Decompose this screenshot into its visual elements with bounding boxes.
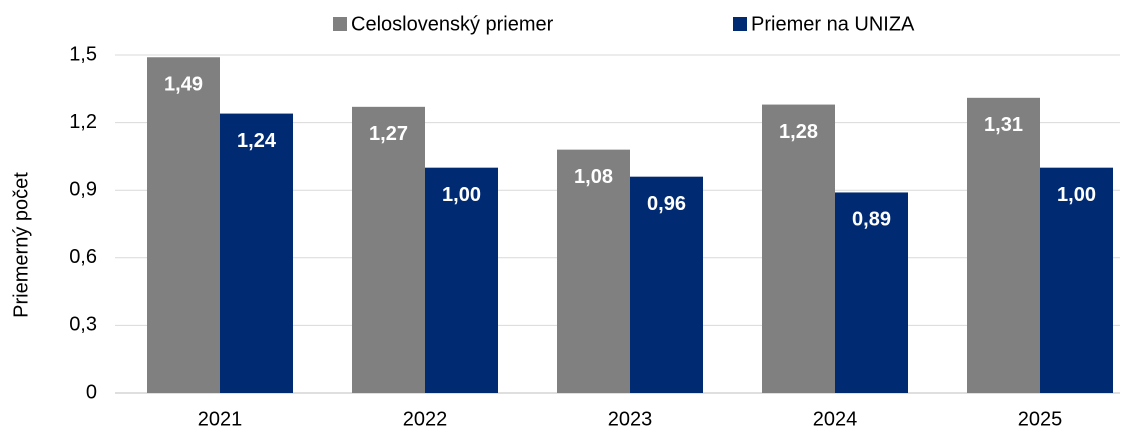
y-tick-label: 0	[86, 381, 97, 403]
value-label: 0,89	[852, 209, 891, 231]
value-label: 1,27	[369, 123, 408, 145]
value-label: 0,96	[647, 193, 686, 215]
bar	[352, 106, 425, 394]
value-label: 1,49	[164, 74, 203, 96]
bar	[147, 57, 220, 394]
y-tick-label: 0,9	[69, 178, 97, 200]
legend-swatch	[333, 17, 347, 31]
bar	[967, 97, 1040, 394]
y-tick-label: 0,3	[69, 314, 97, 336]
value-label: 1,00	[1057, 184, 1096, 206]
bar	[557, 149, 630, 393]
value-label: 1,31	[984, 114, 1023, 136]
bar	[220, 113, 293, 393]
bar	[835, 192, 908, 393]
legend-label: Priemer na UNIZA	[751, 13, 915, 35]
y-tick-label: 1,5	[69, 43, 97, 65]
y-tick-label: 0,6	[69, 246, 97, 268]
x-tick-label: 2023	[608, 408, 653, 430]
bar	[762, 104, 835, 393]
y-tick-label: 1,2	[69, 111, 97, 133]
value-label: 1,24	[237, 130, 277, 152]
x-tick-label: 2025	[1018, 408, 1063, 430]
bar	[425, 167, 498, 393]
x-tick-label: 2022	[403, 408, 448, 430]
value-label: 1,00	[442, 184, 481, 206]
legend-label: Celoslovenský priemer	[351, 13, 554, 35]
value-label: 1,28	[779, 121, 818, 143]
legend-swatch	[733, 17, 747, 31]
value-label: 1,08	[574, 166, 613, 188]
x-tick-label: 2024	[813, 408, 858, 430]
y-axis-label: Priemerný počet	[10, 172, 32, 318]
x-tick-label: 2021	[198, 408, 243, 430]
bar	[1040, 167, 1113, 393]
bar	[630, 176, 703, 393]
